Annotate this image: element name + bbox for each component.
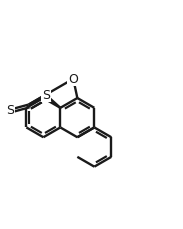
Text: O: O [68, 73, 78, 86]
Text: S: S [42, 89, 50, 102]
Text: S: S [6, 104, 14, 117]
